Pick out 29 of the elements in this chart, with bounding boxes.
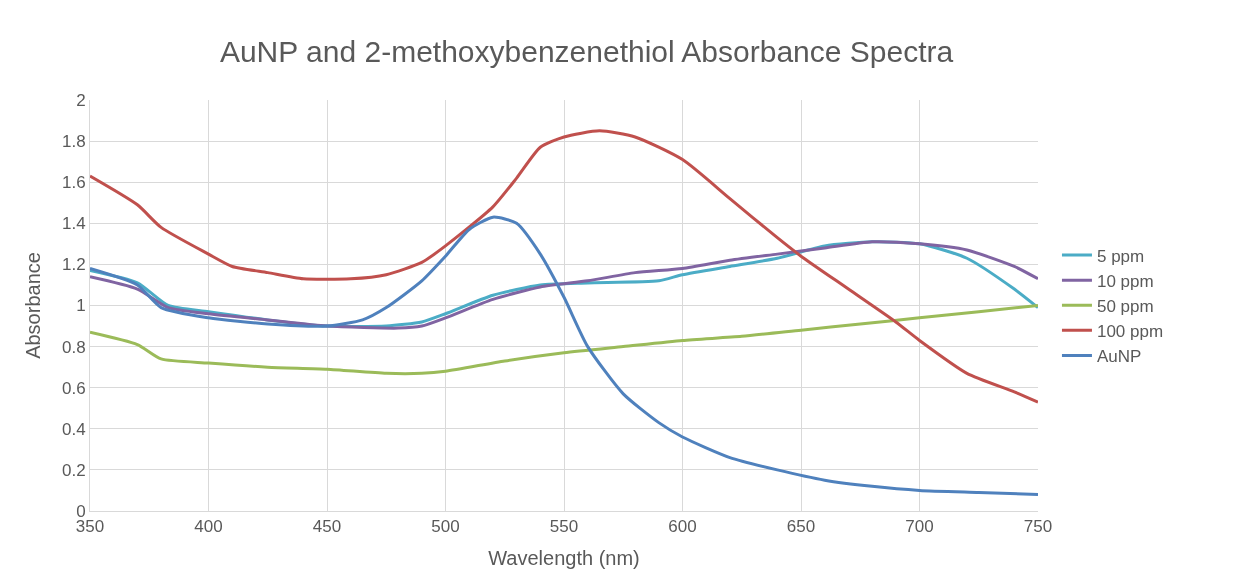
x-tick-label: 750 [1023, 517, 1053, 537]
y-tick-label: 2 [76, 90, 86, 110]
line-series [90, 304, 1038, 376]
x-tick-label: 550 [549, 517, 579, 537]
line-series [90, 215, 1038, 497]
x-tick-label: 450 [312, 517, 342, 537]
y-tick-label: 0.2 [61, 460, 86, 480]
line-series [90, 129, 1038, 404]
y-tick-label: 0.6 [61, 378, 86, 398]
y-tick-label: 1.2 [61, 255, 86, 275]
legend-label: 5 ppm [1096, 246, 1145, 266]
y-tick-label: 0.4 [61, 419, 86, 439]
y-tick-label: 1.8 [61, 132, 86, 152]
legend-label: AuNP [1096, 347, 1142, 367]
y-tick-label: 1 [76, 296, 86, 316]
y-tick-label: 1.6 [61, 173, 86, 193]
y-tick-label: 0.8 [61, 337, 86, 357]
x-axis-title: Wavelength (nm) [488, 546, 640, 569]
legend-label: 50 ppm [1096, 296, 1154, 316]
legend-label: 100 ppm [1096, 321, 1164, 341]
x-tick-label: 500 [431, 517, 460, 537]
x-tick-label: 650 [786, 517, 816, 537]
x-tick-label: 600 [668, 517, 697, 537]
chart-title: AuNP and 2-methoxybenzenethiol Absorbance Spectra [219, 34, 954, 68]
x-tick-label: 700 [905, 517, 934, 537]
legend-label: 10 ppm [1096, 271, 1154, 291]
y-axis-title: Absorbance [22, 252, 45, 359]
x-tick-label: 400 [194, 517, 223, 537]
y-tick-label: 1.4 [61, 214, 86, 234]
